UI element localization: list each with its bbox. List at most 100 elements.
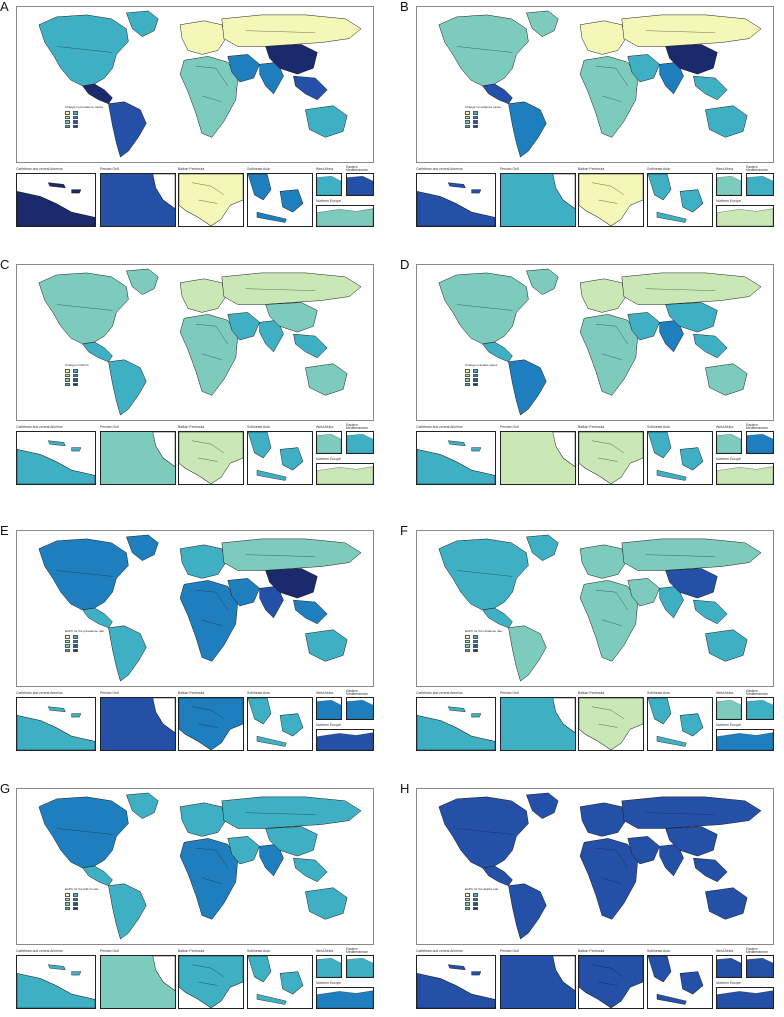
- panel-letter: D: [400, 257, 410, 272]
- inset-west-africa: West Africa: [716, 690, 742, 721]
- inset-label: Persian Gulf: [100, 949, 119, 953]
- inset-label: Eastern Mediterranean: [746, 165, 768, 173]
- inset-box: [100, 955, 176, 1009]
- inset-label: West Africa: [316, 949, 334, 953]
- inset-eastern-med: Eastern Mediterranean: [346, 689, 374, 721]
- region-sa: [108, 101, 147, 158]
- inset-southeast-asia: Sothheast Asia: [247, 690, 313, 752]
- region-me: [227, 312, 260, 341]
- inset-balkan: Balkan Peninsula: [578, 948, 644, 1010]
- inset-box: [716, 205, 774, 227]
- inset-west-africa: West Africa: [716, 948, 742, 979]
- region-sea: [693, 599, 728, 625]
- legend-title: Change in incidence cases: [465, 105, 501, 109]
- legend-swatch: [73, 111, 78, 115]
- legend-swatch: [473, 639, 478, 643]
- legend-swatch: [65, 382, 70, 386]
- legend-swatch: [73, 902, 78, 906]
- region-ca: [482, 341, 513, 363]
- region-sea: [293, 857, 328, 883]
- panel-letter: H: [400, 781, 410, 796]
- inset-maps: Caribbean and central America Persian Gul…: [416, 423, 774, 486]
- region-greenland: [126, 10, 159, 37]
- inset-west-africa: West Africa: [316, 424, 342, 455]
- legend-swatch: [65, 897, 70, 901]
- region-sa: [108, 883, 147, 940]
- inset-label: Sothheast Asia: [247, 167, 270, 171]
- region-na: [438, 538, 529, 611]
- legend-swatch: [65, 906, 70, 910]
- inset-label: Balkan Peninsula: [578, 425, 605, 429]
- inset-label: Northern Europe: [316, 723, 342, 727]
- inset-label: Eastern Mediterranean: [346, 165, 368, 173]
- inset-box: [247, 431, 313, 485]
- inset-label: Persian Gulf: [100, 691, 119, 695]
- legend-swatch: [465, 635, 470, 639]
- region-sea: [293, 333, 328, 359]
- inset-label: Persian Gulf: [500, 949, 519, 953]
- legend-swatch: [465, 644, 470, 648]
- inset-southeast-asia: Sothheast Asia: [247, 424, 313, 486]
- inset-box: [178, 431, 244, 485]
- inset-northern-europe: Northern Europe: [316, 456, 374, 486]
- inset-box: [716, 463, 774, 485]
- inset-persian-gulf: Persian Gulf: [100, 948, 176, 1010]
- inset-box: [16, 955, 96, 1009]
- legend-swatch: [465, 369, 470, 373]
- legend-swatch: [465, 373, 470, 377]
- inset-west-africa: West Africa: [716, 424, 742, 455]
- inset-label: Persian Gulf: [500, 425, 519, 429]
- region-me: [627, 312, 660, 341]
- legend-title: EAPC for the incidence rate: [465, 629, 503, 633]
- inset-west-africa: West Africa: [716, 166, 742, 197]
- region-au: [705, 105, 748, 138]
- legend-swatch: [65, 111, 70, 115]
- legend-swatch: [473, 382, 478, 386]
- legend-swatch: [73, 897, 78, 901]
- legend-swatch: [473, 644, 478, 648]
- inset-label: Persian Gulf: [100, 167, 119, 171]
- world-map: EAPC for the incidence rate: [416, 530, 774, 687]
- inset-eastern-med: Eastern Mediterranean: [346, 423, 374, 455]
- region-eu: [579, 802, 627, 837]
- inset-southeast-asia: Sothheast Asia: [647, 166, 713, 228]
- legend-swatch: [465, 378, 470, 382]
- legend-swatch: [473, 897, 478, 901]
- inset-label: Sothheast Asia: [647, 691, 670, 695]
- inset-label: Sothheast Asia: [647, 425, 670, 429]
- inset-balkan: Balkan Peninsula: [178, 166, 244, 228]
- region-sa: [508, 883, 547, 940]
- inset-maps: Caribbean and central America Persian Gul…: [16, 423, 374, 486]
- inset-label: Balkan Peninsula: [178, 949, 205, 953]
- region-cn: [265, 826, 318, 857]
- inset-label: Northern Europe: [716, 981, 742, 985]
- legend-swatch: [65, 373, 70, 377]
- inset-label: Balkan Peninsula: [578, 949, 605, 953]
- inset-label: West Africa: [716, 949, 734, 953]
- legend: EAPC for the deaths rate: [465, 887, 513, 910]
- inset-box: [316, 697, 342, 720]
- region-ca: [82, 83, 113, 105]
- region-eu: [179, 278, 227, 313]
- inset-label: Balkan Peninsula: [578, 691, 605, 695]
- region-ca: [482, 607, 513, 629]
- legend-swatch: [65, 902, 70, 906]
- inset-balkan: Balkan Peninsula: [578, 424, 644, 486]
- region-me: [227, 836, 260, 865]
- region-ca: [482, 83, 513, 105]
- inset-northern-europe: Northern Europe: [716, 198, 774, 228]
- inset-box: [247, 697, 313, 751]
- inset-caribbean: Caribbean and central America: [16, 424, 96, 486]
- inset-box: [16, 173, 96, 227]
- region-au: [305, 105, 348, 138]
- inset-box: [416, 955, 496, 1009]
- region-na: [38, 538, 129, 611]
- inset-label: Caribbean and central America: [416, 167, 463, 171]
- inset-box: [16, 697, 96, 751]
- legend-swatch: [73, 644, 78, 648]
- map-panel-f: F EAPC for the incidence rate Caribbean an…: [400, 524, 780, 759]
- region-ru: [621, 14, 762, 47]
- map-panel-h: H EAPC for the deaths rate Caribbean and c…: [400, 782, 780, 1017]
- legend-swatch: [465, 897, 470, 901]
- inset-persian-gulf: Persian Gulf: [500, 948, 576, 1010]
